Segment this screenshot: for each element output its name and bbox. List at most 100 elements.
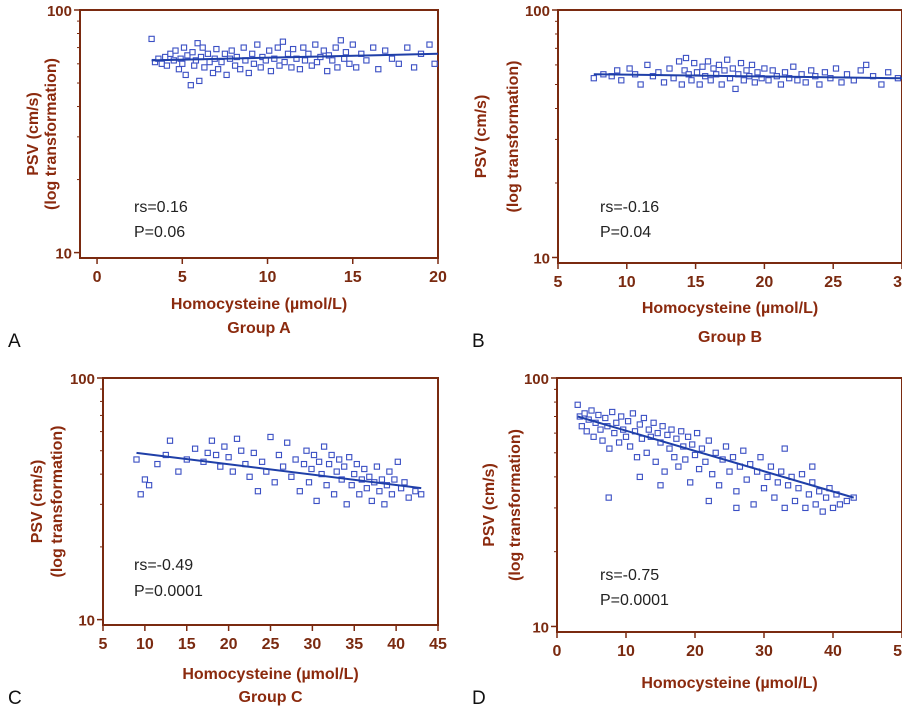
data-point <box>709 471 716 478</box>
regression-line <box>593 73 902 80</box>
data-point <box>637 81 644 88</box>
x-tick-label: 5 <box>99 636 108 653</box>
panel-letter: B <box>472 331 485 352</box>
data-point <box>324 67 331 75</box>
data-point <box>275 451 283 459</box>
data-point <box>583 428 590 435</box>
data-point <box>245 69 252 77</box>
data-point <box>137 491 144 498</box>
data-point <box>257 64 264 71</box>
x-tick-label: 0 <box>553 643 562 660</box>
data-point <box>296 488 303 495</box>
correlation-coefficient: rs=-0.16 <box>600 199 659 216</box>
data-point <box>375 66 382 73</box>
data-point <box>279 38 287 45</box>
data-point <box>231 62 239 69</box>
data-point <box>148 35 155 43</box>
data-point <box>356 491 363 498</box>
x-tick-label: 10 <box>136 636 154 653</box>
data-point <box>659 423 666 430</box>
data-point <box>599 437 606 444</box>
data-point <box>284 439 291 446</box>
data-point <box>693 429 701 437</box>
data-point <box>836 501 844 508</box>
data-point <box>819 508 826 515</box>
data-point <box>175 468 182 475</box>
y-axis-title: PSV (cm/s) <box>29 460 46 544</box>
data-point <box>426 41 433 48</box>
y-axis-title: PSV (cm/s) <box>25 92 42 176</box>
data-point <box>767 463 775 470</box>
data-point <box>303 447 310 454</box>
plot-frame <box>557 9 902 264</box>
x-tick-label: 20 <box>686 643 704 660</box>
data-point <box>189 49 196 56</box>
data-point <box>626 65 633 72</box>
p-value: P=0.0001 <box>134 583 203 600</box>
data-point <box>693 69 701 76</box>
y-axis-subtitle: (log transformation) <box>43 58 60 210</box>
data-point <box>209 69 217 77</box>
group-label: Group C <box>239 689 303 706</box>
data-point <box>691 59 698 67</box>
data-point <box>809 463 816 470</box>
data-point <box>821 69 829 76</box>
data-point <box>689 441 696 448</box>
data-point <box>204 50 212 57</box>
data-point <box>312 41 319 48</box>
data-point <box>361 465 368 473</box>
correlation-coefficient: rs=0.16 <box>134 199 188 216</box>
y-axis-title: PSV (cm/s) <box>473 95 490 179</box>
data-point <box>721 67 728 74</box>
data-point <box>618 413 625 420</box>
data-point <box>754 69 761 76</box>
data-point <box>342 49 350 56</box>
data-point <box>684 433 692 440</box>
data-point <box>710 65 717 72</box>
data-point <box>650 419 657 426</box>
data-point <box>162 53 169 61</box>
data-point <box>695 465 703 473</box>
data-point <box>777 81 785 88</box>
data-point <box>808 67 815 74</box>
data-point <box>274 44 281 51</box>
data-point <box>376 488 383 495</box>
panel-c: 5 10 15 20 25 30 35 40 4510100rs=-0.49P=0.0001PS… <box>8 371 447 709</box>
data-point <box>688 77 695 84</box>
data-point <box>743 476 750 483</box>
x-tick-label: 5 <box>178 269 187 286</box>
data-point <box>162 451 169 459</box>
data-point <box>636 473 643 481</box>
data-point <box>748 61 756 69</box>
x-axis-title: Homocysteine (µmol/L) <box>182 666 358 683</box>
data-point <box>786 75 793 82</box>
data-point <box>726 468 733 475</box>
data-point <box>574 401 581 408</box>
x-tick-label: 0 <box>93 269 102 286</box>
data-point <box>250 449 257 457</box>
data-point <box>246 473 253 480</box>
data-point <box>334 64 341 71</box>
data-point <box>308 465 315 473</box>
data-point <box>816 81 823 88</box>
data-point <box>330 491 338 498</box>
data-point <box>141 476 149 483</box>
data-point <box>410 64 418 71</box>
data-point <box>863 61 870 69</box>
data-point <box>191 62 198 69</box>
data-point <box>812 501 819 508</box>
data-point <box>740 77 747 84</box>
data-point <box>781 504 788 512</box>
x-tick-label: 20 <box>429 269 447 286</box>
data-point <box>588 407 595 414</box>
data-point <box>732 85 739 93</box>
data-point <box>769 67 776 74</box>
data-point <box>182 71 189 79</box>
data-point <box>213 45 220 53</box>
data-point <box>281 58 288 66</box>
data-point <box>267 433 274 441</box>
data-point <box>699 63 706 70</box>
data-point <box>329 57 336 64</box>
